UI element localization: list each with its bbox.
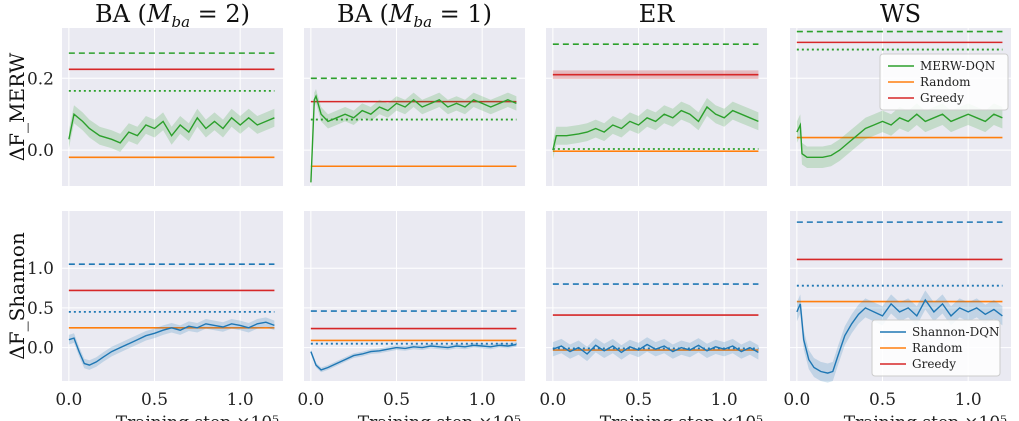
learned-band (796, 103, 1003, 168)
learned-line (310, 343, 517, 371)
x-tick-label: 0.5 (383, 390, 410, 410)
panel-title: WS (880, 0, 921, 28)
panel-title: BA (Mba = 1) (337, 0, 492, 31)
x-tick-label: 0.0 (539, 390, 566, 410)
x-tick-label: 1.0 (469, 390, 496, 410)
plot-area (62, 28, 283, 186)
learned-band (68, 105, 275, 152)
learned-line (552, 343, 759, 355)
panel-r0c0: 0.0 0.2 BA (Mba = 2) (27, 0, 283, 186)
learned-line (310, 94, 517, 183)
legend-label: Greedy (912, 357, 956, 371)
learned-line (68, 112, 275, 144)
plot-area (62, 211, 283, 381)
x-tick-label: 1.0 (227, 390, 254, 410)
y-tick-label: 0.0 (27, 141, 54, 161)
x-axis-label: Training step ×10⁵ (844, 413, 1007, 421)
legend-label: Shannon-DQN (912, 325, 1000, 339)
panel-title: ER (639, 0, 676, 28)
y-tick-label: 0.5 (27, 299, 54, 319)
x-tick-label: 1.0 (711, 390, 738, 410)
x-tick-label: 0.0 (783, 390, 810, 410)
plot-area (546, 211, 767, 381)
y-tick-label: 1.0 (27, 259, 54, 279)
learned-band (552, 98, 759, 160)
plot-area (546, 28, 767, 186)
learned-line (68, 321, 275, 366)
plot-area (304, 211, 525, 381)
panel-title: BA (Mba = 2) (95, 0, 250, 31)
y-tick-label: 0.0 (27, 339, 54, 359)
panel-r0c1: BA (Mba = 1) (304, 0, 525, 190)
legend-label: MERW-DQN (920, 59, 995, 73)
learned-band (68, 317, 275, 370)
y-axis-label: ΔF_MERW (5, 52, 29, 161)
panel-r0c2: ER (546, 0, 767, 186)
learned-band (796, 290, 1003, 383)
panel-r1c3: 0.0 0.5 1.0 Training step ×10⁵ (783, 211, 1011, 421)
x-axis-label: Training step ×10⁵ (116, 413, 279, 421)
legend: Shannon-DQN Random Greedy (871, 319, 1001, 377)
learned-line (552, 105, 759, 151)
panel-r1c1: 0.0 0.5 1.0 Training step ×10⁵ (297, 211, 525, 421)
legend-box (871, 319, 1001, 377)
y-tick-label: 0.2 (27, 69, 54, 89)
plot-area (304, 28, 525, 186)
legend: MERW-DQN Random Greedy (879, 53, 1009, 111)
x-tick-label: 1.0 (955, 390, 982, 410)
legend-box (879, 53, 1009, 111)
x-tick-label: 0.5 (625, 390, 652, 410)
x-tick-label: 0.5 (141, 390, 168, 410)
learned-line (796, 298, 1003, 374)
x-axis-label: Training step ×10⁵ (358, 413, 521, 421)
x-axis-label: Training step ×10⁵ (600, 413, 763, 421)
x-tick-label: 0.5 (869, 390, 896, 410)
x-tick-label: 0.0 (297, 390, 324, 410)
learned-line (796, 113, 1003, 158)
y-axis-label: ΔF_Shannon (5, 232, 29, 360)
legend-label: Greedy (920, 91, 964, 105)
legend-label: Random (920, 75, 971, 89)
learned-band (310, 89, 517, 190)
panel-r1c0: 0.0 0.5 1.0 0.0 0.5 1.0 Training step ×10⁵ (27, 211, 283, 421)
panel-r1c2: 0.0 0.5 1.0 Training step ×10⁵ (539, 211, 767, 421)
learned-band (310, 342, 517, 373)
legend-label: Random (912, 341, 963, 355)
x-tick-label: 0.0 (55, 390, 82, 410)
